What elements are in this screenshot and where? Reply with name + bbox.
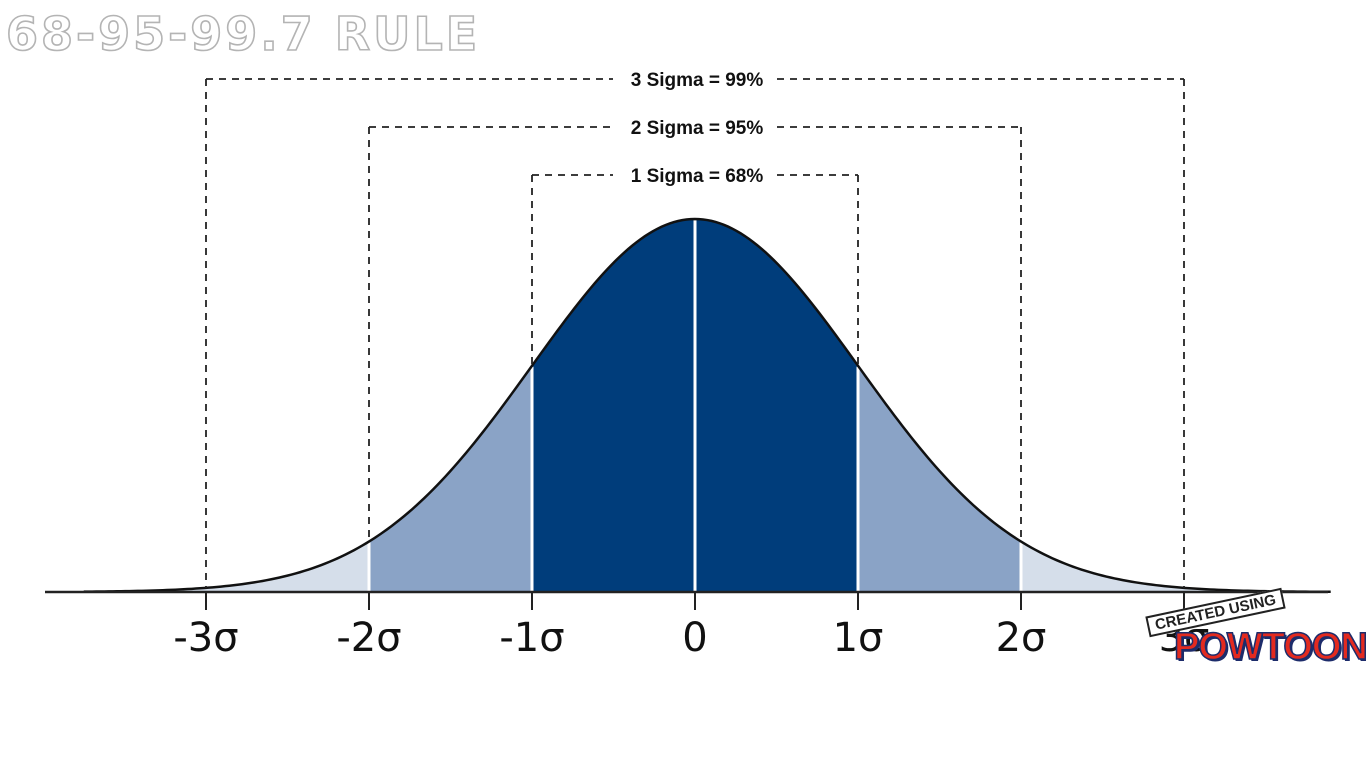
- watermark-brand-logo: POWTOON: [1173, 625, 1366, 669]
- x-tick-label: 0: [682, 615, 707, 661]
- powtoon-watermark: CREATED USING POWTOON: [1140, 587, 1366, 684]
- sigma-1-label: 1 Sigma = 68%: [631, 166, 764, 187]
- x-tick-label: 2σ: [996, 615, 1047, 661]
- tail-left-region: [83, 541, 369, 592]
- x-tick-label: 1σ: [833, 615, 884, 661]
- tail-right-region: [1021, 541, 1331, 592]
- normal-curve-line: [83, 217, 1331, 594]
- x-tick-label: -2σ: [336, 615, 401, 661]
- sigma-2-label: 2 Sigma = 95%: [631, 118, 764, 139]
- x-tick-label: -1σ: [499, 615, 564, 661]
- sigma-3-label: 3 Sigma = 99%: [631, 70, 764, 91]
- page-title: 68-95-99.7 RULE: [5, 6, 481, 62]
- x-tick-label: -3σ: [173, 615, 238, 661]
